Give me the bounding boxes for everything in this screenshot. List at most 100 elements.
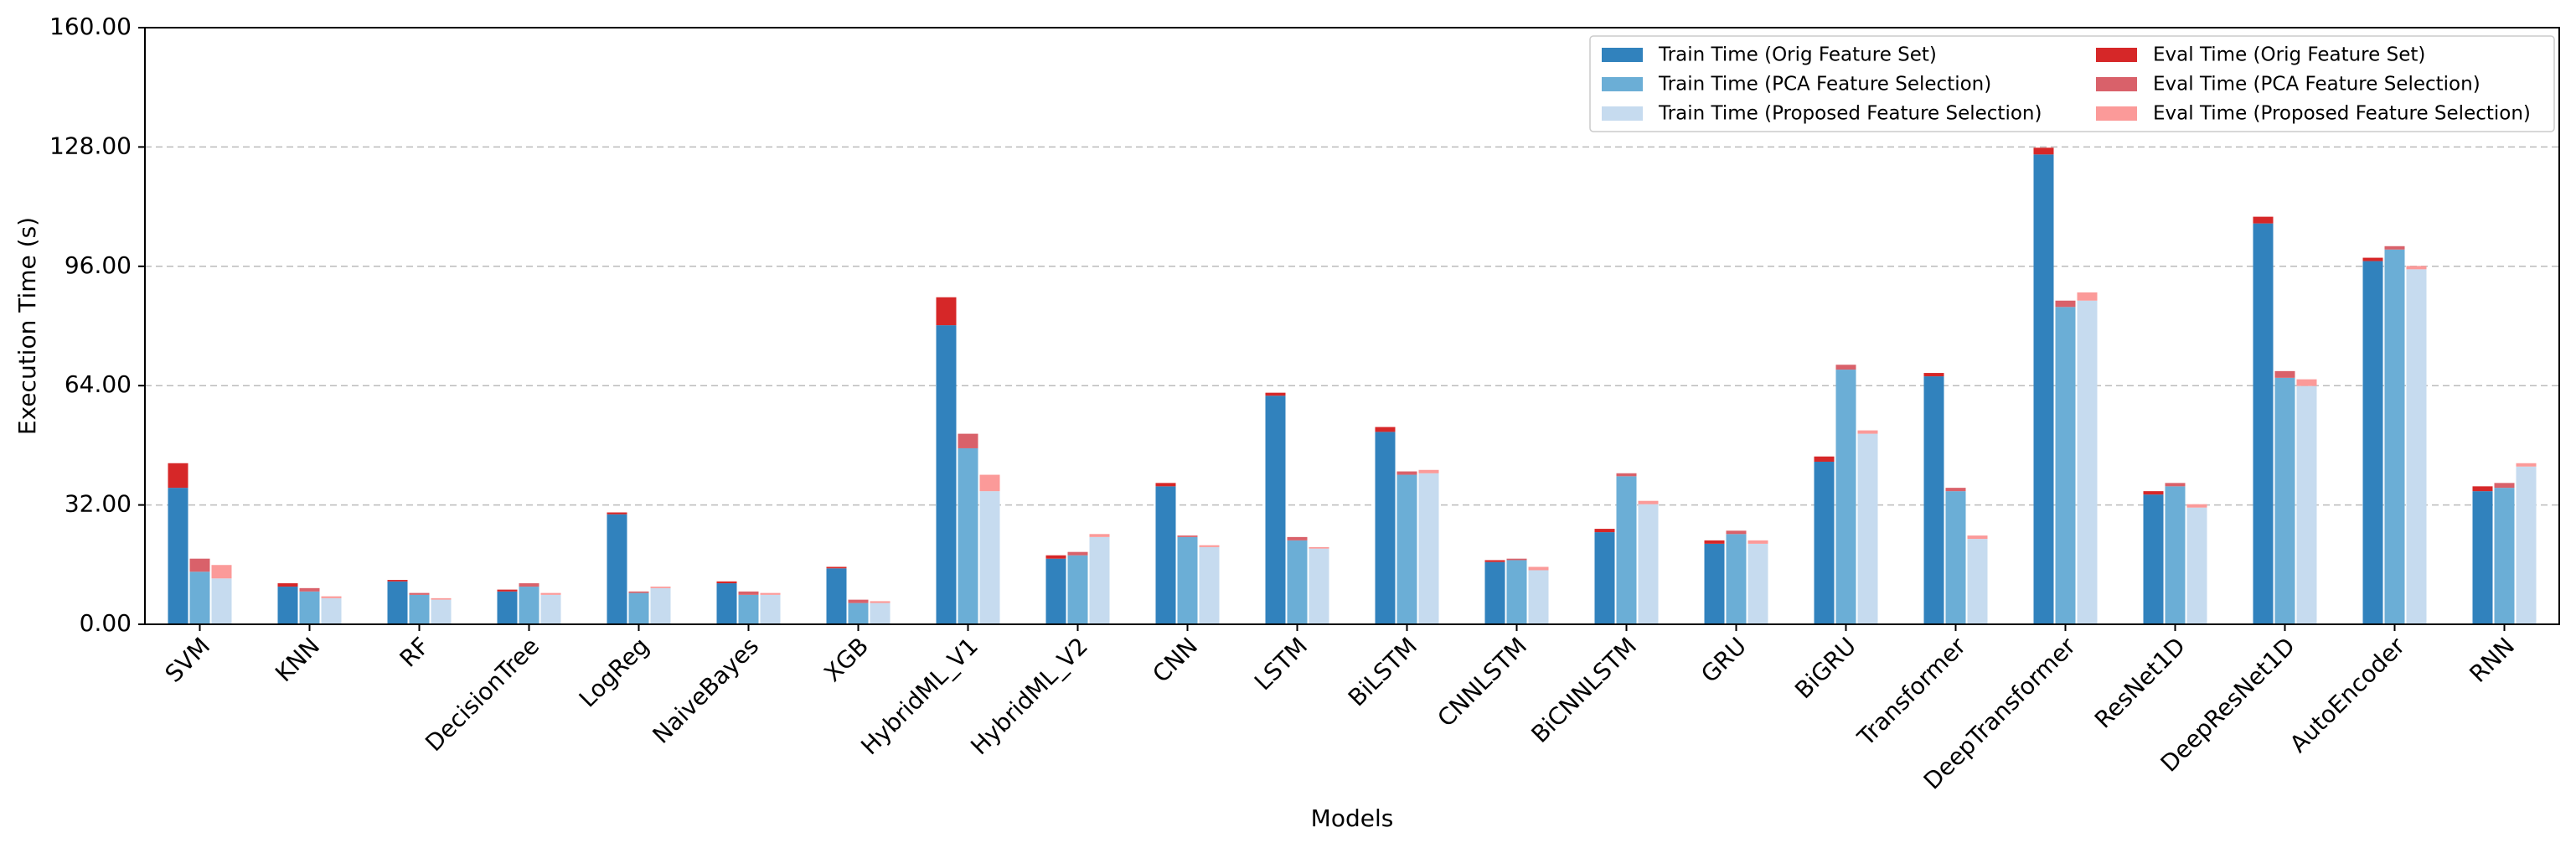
bar bbox=[1835, 370, 1856, 624]
bar bbox=[628, 591, 649, 593]
bar bbox=[387, 581, 408, 624]
bar bbox=[1375, 432, 1396, 624]
bar bbox=[1747, 540, 1768, 544]
legend-box bbox=[1589, 35, 2555, 132]
x-tick-label: CNN bbox=[1147, 632, 1203, 688]
bar bbox=[2406, 269, 2427, 624]
bar bbox=[650, 587, 671, 588]
y-tick-label: 160.00 bbox=[49, 13, 132, 40]
bar bbox=[168, 463, 188, 489]
bar bbox=[979, 491, 1000, 624]
bar bbox=[321, 596, 342, 598]
bar bbox=[958, 433, 978, 448]
x-axis-label: Models bbox=[1311, 804, 1394, 832]
bar bbox=[2186, 507, 2207, 624]
bar bbox=[2472, 491, 2493, 624]
bar bbox=[2143, 494, 2164, 624]
bar bbox=[2296, 385, 2317, 624]
bar bbox=[387, 580, 408, 582]
legend-swatch bbox=[2096, 48, 2137, 62]
bar bbox=[1265, 396, 1286, 624]
bar bbox=[1704, 540, 1725, 544]
bar bbox=[848, 603, 869, 624]
bar bbox=[1375, 427, 1396, 432]
legend-swatch bbox=[1602, 77, 1643, 91]
y-tick-label: 0.00 bbox=[80, 609, 132, 637]
bar bbox=[211, 578, 232, 624]
bar bbox=[1177, 536, 1198, 624]
legend-swatch bbox=[2096, 106, 2137, 121]
bar bbox=[2362, 261, 2383, 624]
bar bbox=[2384, 249, 2405, 624]
bar bbox=[540, 594, 561, 624]
bar bbox=[1309, 548, 1329, 624]
bar bbox=[760, 592, 781, 595]
bar bbox=[1265, 392, 1286, 396]
plot-frame bbox=[144, 27, 2560, 625]
bar bbox=[2077, 300, 2098, 624]
bar bbox=[650, 587, 671, 624]
bar bbox=[431, 599, 452, 624]
x-tick-label: HybridML_V2 bbox=[965, 632, 1093, 760]
bar bbox=[299, 591, 320, 624]
bar bbox=[1594, 532, 1615, 624]
bar bbox=[2384, 246, 2405, 250]
bar bbox=[716, 581, 737, 584]
bar bbox=[2253, 223, 2274, 624]
x-tick-label: BiCNNLSTM bbox=[1525, 632, 1642, 748]
bar bbox=[168, 488, 188, 624]
bar bbox=[2406, 266, 2427, 270]
y-axis-label: Execution Time (s) bbox=[13, 217, 41, 435]
x-tick-label: SVM bbox=[160, 632, 216, 688]
x-tick-label: NaiveBayes bbox=[647, 632, 764, 749]
bar bbox=[1923, 376, 1944, 624]
bar bbox=[1923, 373, 1944, 377]
bar bbox=[607, 512, 627, 515]
bar bbox=[409, 592, 430, 595]
x-tick-label: BiGRU bbox=[1789, 632, 1861, 704]
y-tick-label: 128.00 bbox=[49, 132, 132, 159]
bar bbox=[979, 474, 1000, 492]
bar bbox=[628, 592, 649, 624]
bar bbox=[2165, 483, 2186, 487]
bar bbox=[936, 325, 957, 624]
bar bbox=[2143, 491, 2164, 495]
bar bbox=[2077, 292, 2098, 301]
bar bbox=[2165, 486, 2186, 624]
bar bbox=[1484, 560, 1505, 562]
bar bbox=[2296, 379, 2317, 386]
bar bbox=[826, 568, 847, 624]
bar bbox=[1616, 473, 1637, 477]
x-tick-label: KNN bbox=[270, 632, 325, 687]
legend-label: Train Time (PCA Feature Selection) bbox=[1658, 74, 1991, 96]
x-tick-label: DecisionTree bbox=[420, 632, 545, 757]
bar bbox=[1287, 536, 1308, 540]
bar bbox=[848, 599, 869, 603]
bar bbox=[2274, 377, 2295, 624]
bar bbox=[1484, 561, 1505, 624]
bar bbox=[870, 603, 891, 624]
bar bbox=[1726, 530, 1747, 535]
y-tick-label: 64.00 bbox=[65, 370, 132, 398]
bar bbox=[1199, 545, 1220, 547]
bar bbox=[1155, 483, 1176, 487]
bar bbox=[958, 447, 978, 624]
bar bbox=[1177, 535, 1198, 537]
legend-swatch bbox=[2096, 77, 2137, 91]
legend-swatch bbox=[1602, 106, 1643, 121]
x-tick-label: GRU bbox=[1696, 632, 1752, 688]
x-tick-label: HybridML_V1 bbox=[855, 632, 983, 760]
x-tick-label: XGB bbox=[818, 632, 874, 687]
bar bbox=[1835, 365, 1856, 370]
bar bbox=[1396, 471, 1417, 475]
bar bbox=[1747, 543, 1768, 624]
x-tick-label: LSTM bbox=[1249, 632, 1313, 696]
bar bbox=[1155, 486, 1176, 624]
bar bbox=[1945, 488, 1966, 492]
bar bbox=[2472, 486, 2493, 492]
bar bbox=[870, 601, 891, 603]
bar bbox=[826, 566, 847, 569]
bar bbox=[1616, 476, 1637, 624]
bar bbox=[1309, 546, 1329, 549]
bar bbox=[607, 514, 627, 624]
